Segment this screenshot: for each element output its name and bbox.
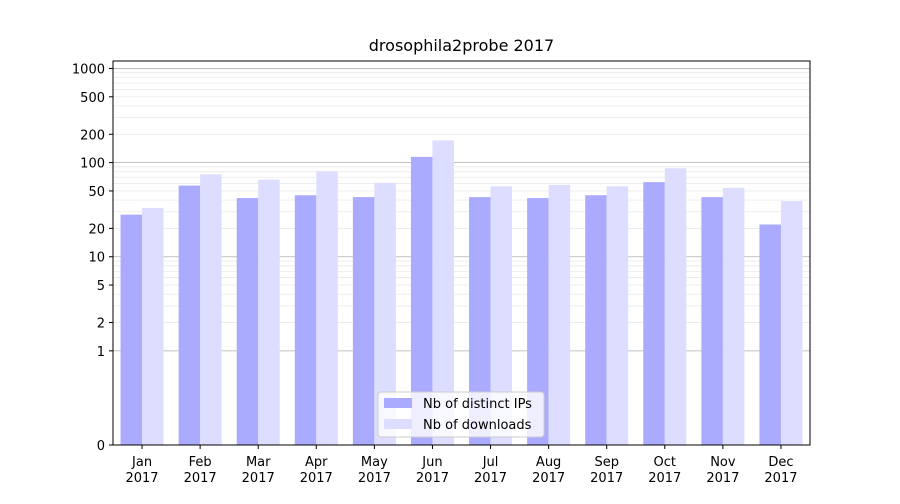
bar-distinct-ips	[294, 195, 317, 445]
y-tick-label: 0	[97, 439, 105, 454]
y-tick-label: 100	[80, 157, 105, 172]
y-tick-label: 5	[97, 279, 105, 294]
y-tick-label: 10	[88, 251, 105, 266]
bar-downloads	[722, 187, 745, 445]
bar-distinct-ips	[120, 214, 143, 445]
y-tick-label: 1	[97, 345, 105, 360]
bar-distinct-ips	[410, 156, 433, 445]
legend-swatch	[384, 398, 412, 408]
bar-distinct-ips	[352, 197, 375, 445]
bar-downloads	[432, 140, 454, 445]
legend-label: Nb of downloads	[423, 418, 532, 433]
bar-downloads	[200, 174, 222, 445]
legend-box	[377, 391, 545, 438]
y-tick-label: 20	[88, 222, 105, 237]
y-tick-label: 200	[80, 128, 105, 143]
y-tick-label: 1000	[72, 62, 105, 77]
x-tick-label: Mar 2017	[242, 455, 275, 486]
legend: Nb of distinct IPs Nb of downloads	[377, 391, 545, 438]
bar-downloads	[142, 207, 164, 445]
x-tick-label: Sep 2017	[590, 455, 623, 486]
x-tick-label: Jun 2017	[416, 455, 449, 486]
bars-layer	[120, 140, 803, 446]
x-tick-label: Dec 2017	[764, 455, 797, 486]
bar-distinct-ips	[701, 197, 723, 445]
axes-layer: 0 1 2 5 10 20 50 100 200 500 1000 Jan 2017 Feb 2017 Mar…	[72, 60, 811, 486]
x-tick-label: Oct 2017	[648, 455, 681, 486]
x-tick-label: Aug 2017	[532, 455, 565, 486]
bar-downloads	[490, 186, 513, 445]
bar-downloads	[664, 168, 687, 446]
x-tick-label: Feb 2017	[184, 455, 217, 486]
x-tick-label: Jan 2017	[125, 455, 158, 486]
bar-distinct-ips	[527, 198, 549, 445]
bar-downloads	[258, 179, 280, 446]
bar-distinct-ips	[236, 198, 259, 445]
x-tick-label: Jul 2017	[474, 455, 507, 486]
grid-layer	[113, 68, 810, 352]
chart-title: drosophila2probe 2017	[369, 36, 554, 55]
bar-distinct-ips	[469, 197, 491, 445]
bar-distinct-ips	[585, 195, 607, 445]
bar-downloads	[548, 184, 571, 445]
legend-label: Nb of distinct IPs	[423, 397, 532, 412]
bar-distinct-ips	[178, 185, 201, 446]
bar-distinct-ips	[759, 224, 781, 445]
bar-distinct-ips	[643, 182, 665, 445]
y-tick-label: 50	[88, 185, 105, 200]
legend-swatch	[384, 419, 412, 429]
bar-downloads	[606, 186, 629, 445]
x-tick-label: Nov 2017	[706, 455, 739, 486]
y-tick-label: 500	[80, 91, 105, 106]
bar-downloads	[780, 201, 803, 445]
x-tick-label: May 2017	[358, 455, 391, 486]
y-tick-label: 2	[97, 317, 105, 332]
plot-frame	[112, 60, 811, 446]
bar-downloads	[374, 182, 396, 445]
bar-downloads	[316, 171, 338, 445]
x-tick-label: Apr 2017	[300, 455, 333, 486]
